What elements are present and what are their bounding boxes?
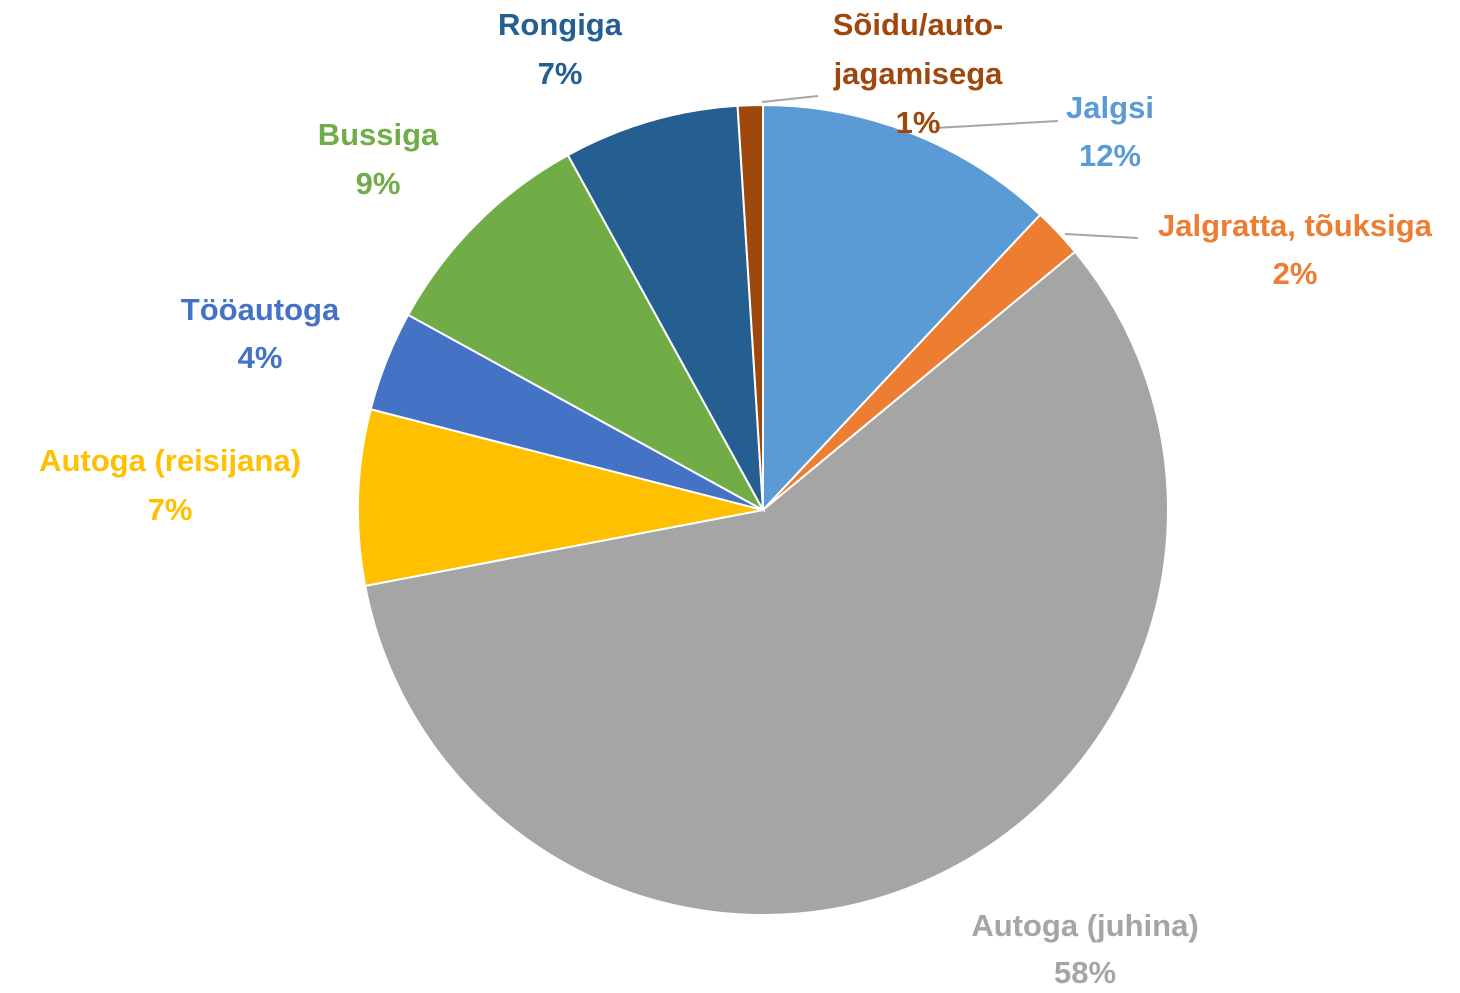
value-label: 9% bbox=[356, 166, 401, 201]
value-label: 58% bbox=[1054, 955, 1116, 990]
slice-label: Jalgsi bbox=[1066, 90, 1154, 125]
slice bbox=[566, 104, 764, 511]
slice bbox=[357, 408, 764, 588]
value-label: 1% bbox=[896, 105, 941, 140]
slice-label: Bussiga bbox=[318, 117, 439, 152]
slice bbox=[762, 103, 1042, 513]
label-line: Tööautoga bbox=[181, 292, 340, 327]
label-line: Autoga (juhina) bbox=[971, 908, 1198, 943]
value-label: 7% bbox=[538, 56, 583, 91]
label-line: Bussiga bbox=[318, 117, 439, 152]
leader-line bbox=[761, 95, 819, 103]
slice-label: Rongiga bbox=[498, 7, 623, 42]
slice-label: Autoga (juhina) bbox=[971, 908, 1198, 943]
slice-label: Sõidu/auto-jagamisega bbox=[833, 7, 1004, 91]
label-line: Sõidu/auto- bbox=[833, 7, 1003, 42]
label-line: Rongiga bbox=[498, 7, 623, 42]
label-line: Autoga (reisijana) bbox=[39, 443, 301, 478]
value-label: 2% bbox=[1273, 256, 1318, 291]
slice-label: Jalgratta, tõuksiga bbox=[1158, 208, 1433, 243]
label-line: Jalgsi bbox=[1066, 90, 1154, 125]
slice bbox=[364, 250, 1169, 916]
value-label: 12% bbox=[1079, 138, 1141, 173]
label-line: Jalgratta, tõuksiga bbox=[1158, 208, 1433, 243]
slice bbox=[406, 153, 766, 513]
label-line: jagamisega bbox=[833, 56, 1004, 91]
value-label: 4% bbox=[238, 340, 283, 375]
value-label: 7% bbox=[148, 492, 193, 527]
slice-label: Autoga (reisijana) bbox=[39, 443, 301, 478]
labels: Jalgsi 12% Jalgratta, tõuksiga 2% Autoga (ju… bbox=[39, 7, 1433, 990]
pie bbox=[357, 103, 1169, 916]
slice bbox=[736, 103, 764, 511]
leader-line bbox=[934, 120, 1059, 129]
slice-label: Tööautoga bbox=[181, 292, 340, 327]
leader-line bbox=[1064, 233, 1139, 239]
